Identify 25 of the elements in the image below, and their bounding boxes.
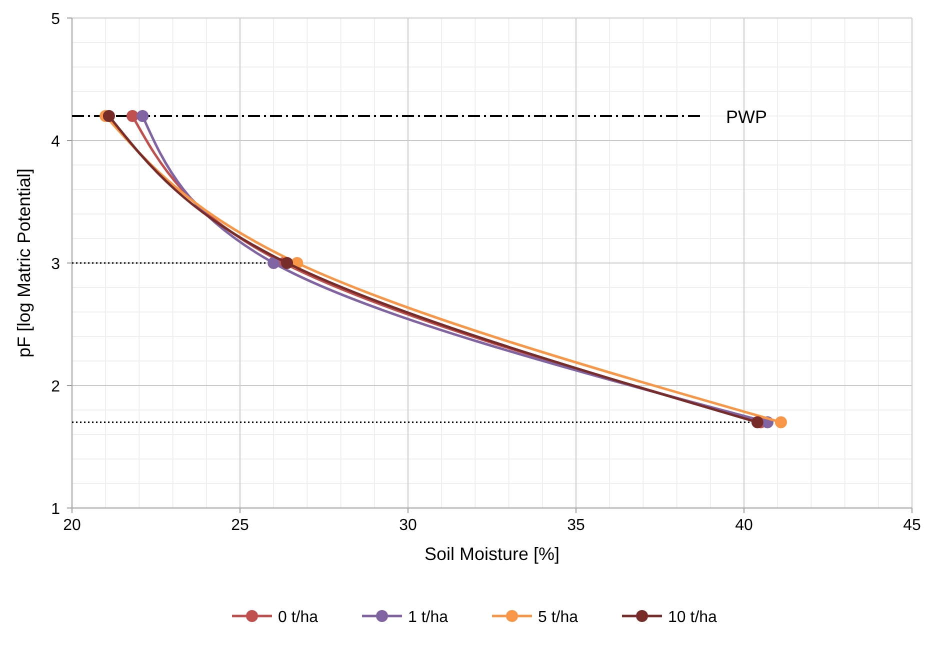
x-tick-label: 25 [231, 517, 249, 534]
x-tick-label: 20 [63, 517, 81, 534]
legend-label: 10 t/ha [668, 609, 718, 626]
x-tick-label: 30 [399, 517, 417, 534]
legend-label: 0 t/ha [278, 609, 318, 626]
x-tick-label: 40 [735, 517, 753, 534]
point [102, 110, 115, 122]
x-tick-label: 45 [903, 517, 921, 534]
point [136, 110, 149, 122]
point [751, 416, 764, 428]
point [774, 416, 787, 428]
legend-label: 1 t/ha [408, 609, 448, 626]
point [126, 110, 138, 122]
x-axis-title: Soil Moisture [%] [424, 544, 560, 564]
y-tick-label: 4 [51, 134, 60, 150]
x-tick-label: 35 [567, 517, 585, 534]
y-tick-label: 2 [51, 378, 60, 396]
y-tick-label: 3 [51, 256, 60, 273]
ref-line-label: PWP [726, 107, 768, 127]
legend-label: 5 t/ha [538, 609, 578, 626]
y-tick-label: 1 [51, 501, 60, 518]
y-tick-label: 5 [51, 11, 60, 28]
y-axis-title: pF [log Matric Potential] [14, 168, 34, 358]
point [268, 257, 280, 269]
point [281, 257, 294, 269]
